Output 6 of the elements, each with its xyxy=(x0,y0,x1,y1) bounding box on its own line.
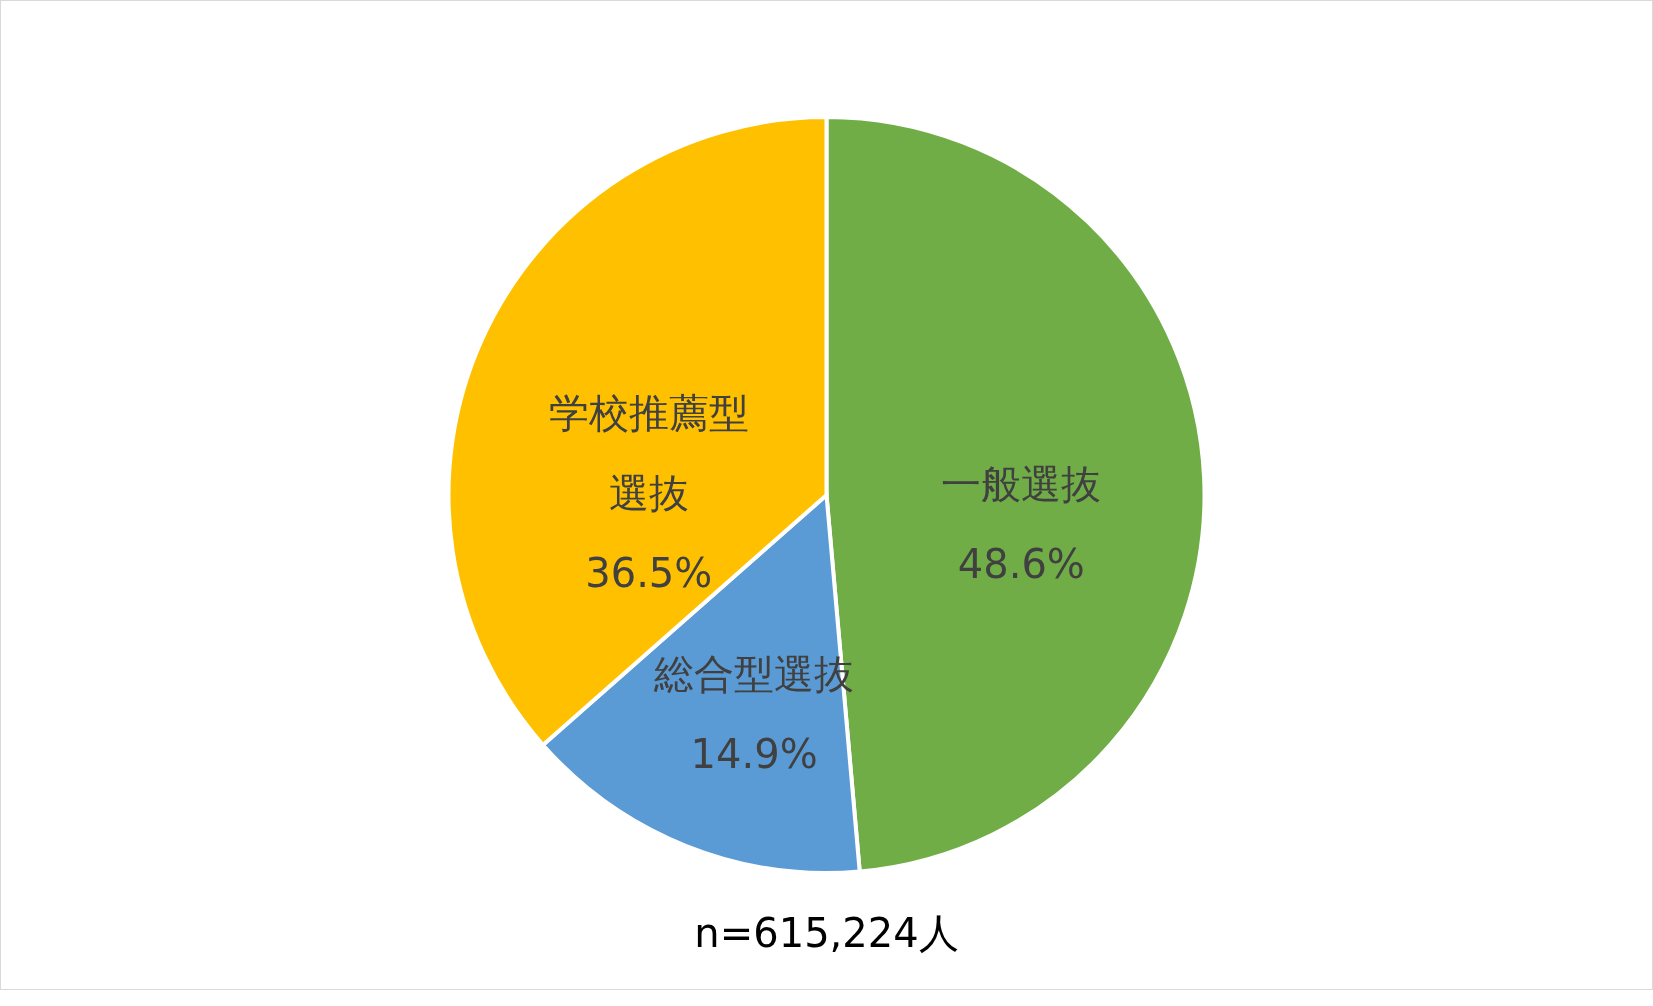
data-label: 14.9% xyxy=(690,731,818,778)
slice-label: 学校推薦型選抜 xyxy=(548,389,749,516)
text: n=615,224人 xyxy=(694,910,959,956)
data-label: 48.6% xyxy=(957,541,1085,588)
slice-label: 一般選抜 xyxy=(941,461,1102,508)
data-label: 36.5% xyxy=(585,549,713,596)
